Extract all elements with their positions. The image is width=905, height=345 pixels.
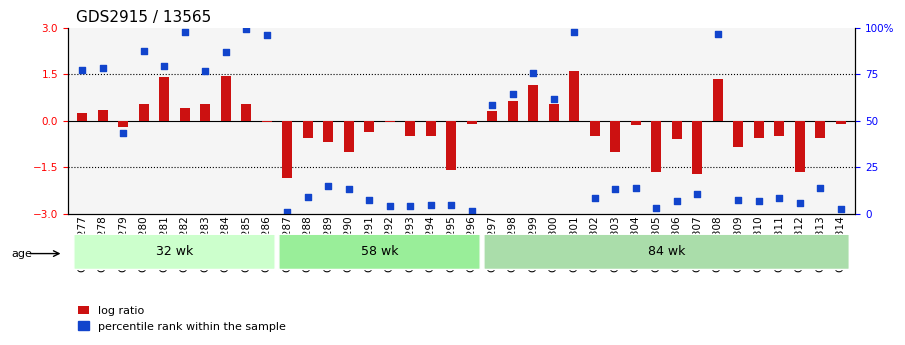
Bar (754, 121, 764, 138)
Bar (385, 121, 395, 122)
Bar (733, 121, 744, 147)
Bar (487, 111, 498, 121)
Point (424, 202, 438, 207)
Point (752, 199, 767, 204)
Point (239, 26, 253, 32)
Bar (548, 104, 559, 121)
Point (834, 206, 848, 212)
Text: 32 wk: 32 wk (156, 245, 193, 258)
Point (321, 183, 336, 189)
Bar (138, 104, 148, 121)
Point (157, 63, 171, 69)
Point (444, 202, 459, 207)
Bar (529, 85, 538, 121)
Bar (159, 77, 169, 121)
Bar (405, 121, 415, 136)
Point (116, 130, 130, 136)
Point (218, 50, 233, 55)
Point (464, 208, 479, 214)
Bar (713, 79, 723, 121)
FancyBboxPatch shape (279, 234, 481, 269)
Bar (631, 121, 641, 125)
Bar (119, 121, 129, 127)
Point (137, 48, 151, 53)
Text: 84 wk: 84 wk (648, 245, 685, 258)
Point (731, 197, 746, 203)
Bar (364, 121, 375, 132)
Text: GDS2915 / 13565: GDS2915 / 13565 (76, 10, 211, 25)
Bar (508, 101, 518, 121)
Point (587, 196, 602, 201)
Bar (200, 104, 210, 121)
Bar (590, 121, 600, 136)
Point (260, 32, 274, 38)
Point (362, 197, 376, 203)
Point (177, 29, 192, 35)
Point (670, 199, 684, 204)
Bar (775, 121, 785, 136)
Point (691, 191, 705, 197)
Bar (302, 121, 313, 138)
Point (772, 196, 786, 201)
Bar (282, 121, 292, 178)
Text: 58 wk: 58 wk (361, 245, 398, 258)
Legend: log ratio, percentile rank within the sample: log ratio, percentile rank within the sa… (73, 301, 291, 336)
Bar (446, 121, 456, 170)
Point (608, 186, 623, 192)
Bar (610, 121, 621, 152)
Bar (221, 76, 231, 121)
Point (280, 210, 294, 215)
Bar (672, 121, 682, 139)
Point (403, 204, 417, 209)
Point (813, 185, 827, 190)
Bar (262, 121, 271, 122)
Bar (344, 121, 354, 152)
FancyBboxPatch shape (74, 234, 275, 269)
Bar (795, 121, 805, 172)
Bar (467, 121, 477, 124)
Point (485, 102, 500, 108)
Bar (692, 121, 702, 174)
Point (341, 186, 356, 192)
Point (629, 185, 643, 190)
Bar (241, 104, 252, 121)
Bar (835, 121, 846, 124)
Point (567, 29, 582, 35)
Point (300, 194, 315, 199)
Bar (323, 121, 333, 142)
Bar (179, 108, 190, 121)
Point (710, 31, 725, 37)
Bar (98, 110, 108, 121)
Point (547, 96, 561, 102)
Point (793, 200, 807, 206)
Bar (425, 121, 436, 136)
Point (649, 205, 663, 210)
Point (506, 91, 520, 97)
Point (75, 67, 90, 72)
Point (383, 204, 397, 209)
Bar (815, 121, 825, 138)
Bar (569, 71, 579, 121)
Text: age: age (12, 249, 33, 258)
Bar (652, 121, 662, 172)
Bar (77, 113, 88, 121)
Point (198, 68, 213, 74)
Point (96, 65, 110, 71)
Point (526, 70, 540, 76)
FancyBboxPatch shape (484, 234, 849, 269)
